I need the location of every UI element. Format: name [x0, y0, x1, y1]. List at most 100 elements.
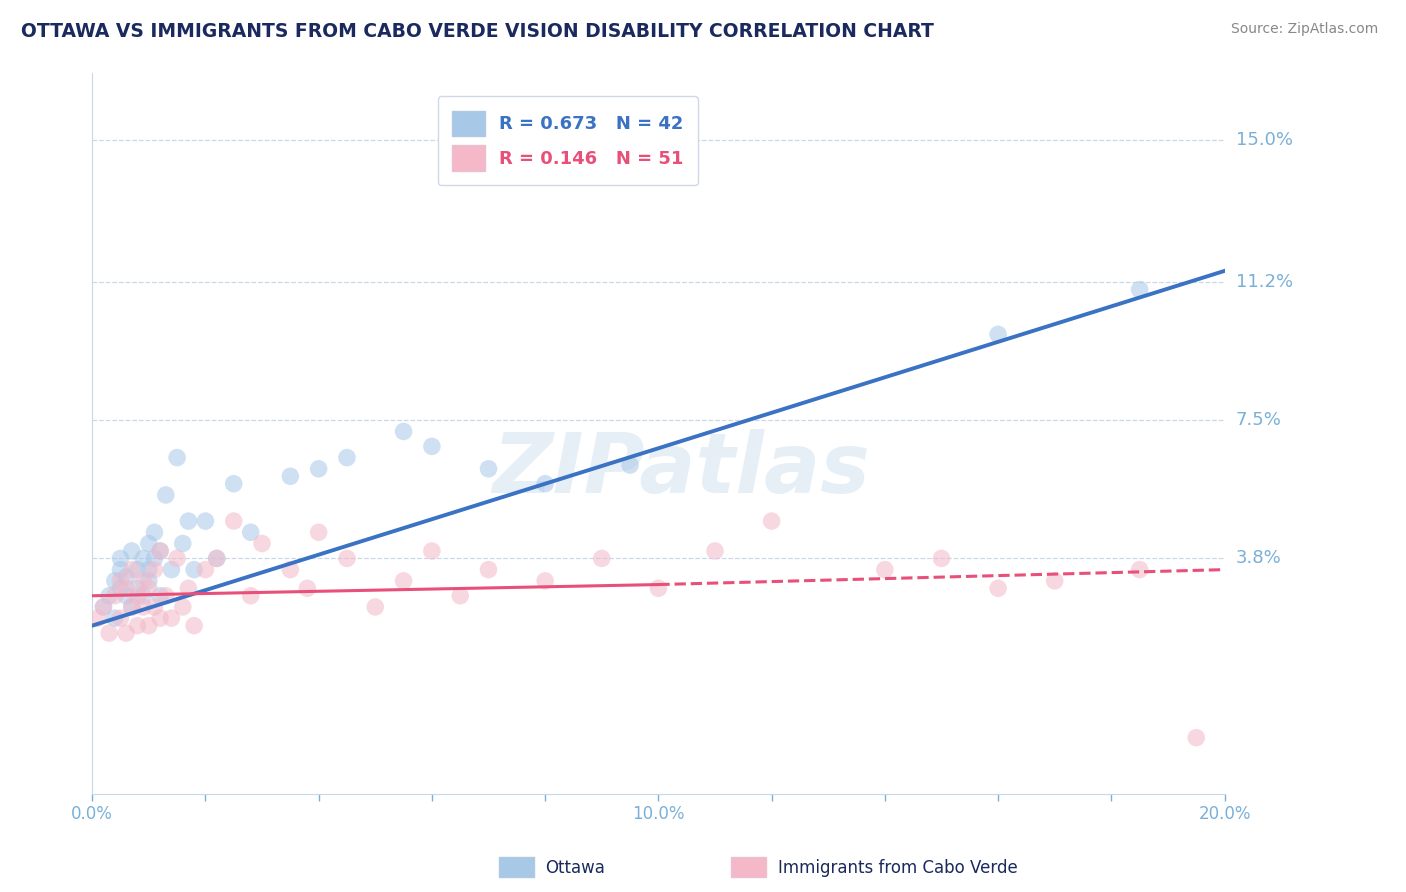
Point: [336, 450, 359, 465]
Text: Source: ZipAtlas.com: Source: ZipAtlas.com: [1230, 22, 1378, 37]
Point: [132, 589, 155, 603]
Point: [110, 574, 132, 588]
Text: 7.5%: 7.5%: [1236, 411, 1282, 429]
Point: [98, 589, 121, 603]
Point: [987, 327, 1010, 342]
Point: [149, 611, 172, 625]
Text: 3.8%: 3.8%: [1236, 549, 1282, 567]
Point: [1043, 574, 1066, 588]
Point: [873, 563, 896, 577]
Point: [132, 551, 155, 566]
Point: [1129, 563, 1152, 577]
Point: [160, 611, 183, 625]
Point: [166, 450, 188, 465]
Point: [138, 618, 160, 632]
Point: [110, 563, 132, 577]
Point: [1185, 731, 1208, 745]
Point: [115, 582, 138, 596]
Point: [127, 618, 149, 632]
Legend: R = 0.673   N = 42, R = 0.146   N = 51: R = 0.673 N = 42, R = 0.146 N = 51: [437, 96, 697, 186]
Point: [534, 574, 557, 588]
Point: [194, 514, 217, 528]
Point: [172, 536, 194, 550]
Point: [205, 551, 228, 566]
Point: [121, 563, 143, 577]
Point: [280, 469, 302, 483]
Point: [127, 582, 149, 596]
Text: Ottawa: Ottawa: [546, 859, 606, 877]
Point: [104, 589, 127, 603]
Point: [619, 458, 641, 472]
Point: [222, 476, 245, 491]
Point: [222, 514, 245, 528]
Point: [761, 514, 783, 528]
Point: [98, 626, 121, 640]
Point: [364, 599, 387, 614]
Text: OTTAWA VS IMMIGRANTS FROM CABO VERDE VISION DISABILITY CORRELATION CHART: OTTAWA VS IMMIGRANTS FROM CABO VERDE VIS…: [21, 22, 934, 41]
Point: [115, 589, 138, 603]
Point: [166, 551, 188, 566]
Point: [132, 574, 155, 588]
Point: [931, 551, 953, 566]
Point: [93, 599, 115, 614]
Point: [172, 599, 194, 614]
Point: [239, 525, 262, 540]
Point: [449, 589, 471, 603]
Point: [297, 582, 319, 596]
Point: [115, 626, 138, 640]
Point: [149, 544, 172, 558]
Point: [121, 599, 143, 614]
Point: [1129, 283, 1152, 297]
Point: [93, 599, 115, 614]
Point: [121, 544, 143, 558]
Point: [647, 582, 669, 596]
Point: [194, 563, 217, 577]
Point: [392, 425, 415, 439]
Point: [127, 563, 149, 577]
Text: ZIPatlas: ZIPatlas: [492, 429, 870, 510]
Point: [110, 551, 132, 566]
Point: [177, 582, 200, 596]
Point: [183, 563, 205, 577]
Point: [127, 589, 149, 603]
Point: [138, 563, 160, 577]
Point: [336, 551, 359, 566]
Point: [110, 611, 132, 625]
Point: [308, 462, 330, 476]
Point: [477, 563, 499, 577]
Point: [704, 544, 727, 558]
Point: [183, 618, 205, 632]
Point: [420, 439, 443, 453]
Point: [87, 611, 110, 625]
Point: [155, 589, 177, 603]
Point: [591, 551, 613, 566]
Point: [177, 514, 200, 528]
Point: [420, 544, 443, 558]
Point: [308, 525, 330, 540]
Point: [392, 574, 415, 588]
Point: [138, 536, 160, 550]
Point: [115, 570, 138, 584]
Point: [149, 544, 172, 558]
Point: [143, 599, 166, 614]
Point: [155, 488, 177, 502]
Point: [149, 589, 172, 603]
Point: [239, 589, 262, 603]
Point: [250, 536, 273, 550]
Point: [104, 574, 127, 588]
Point: [138, 582, 160, 596]
Text: 15.0%: 15.0%: [1236, 131, 1294, 149]
Point: [160, 563, 183, 577]
Point: [477, 462, 499, 476]
Point: [132, 599, 155, 614]
Point: [205, 551, 228, 566]
Point: [143, 525, 166, 540]
Point: [138, 574, 160, 588]
Point: [121, 599, 143, 614]
Point: [143, 551, 166, 566]
Point: [104, 611, 127, 625]
Point: [280, 563, 302, 577]
Text: Immigrants from Cabo Verde: Immigrants from Cabo Verde: [778, 859, 1018, 877]
Point: [110, 582, 132, 596]
Text: 11.2%: 11.2%: [1236, 273, 1294, 291]
